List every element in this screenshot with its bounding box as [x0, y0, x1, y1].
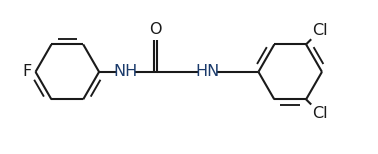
Text: F: F — [22, 64, 31, 79]
Text: O: O — [149, 22, 162, 36]
Text: Cl: Cl — [312, 105, 327, 121]
Text: HN: HN — [195, 64, 219, 79]
Text: Cl: Cl — [312, 23, 327, 38]
Text: NH: NH — [114, 64, 138, 79]
